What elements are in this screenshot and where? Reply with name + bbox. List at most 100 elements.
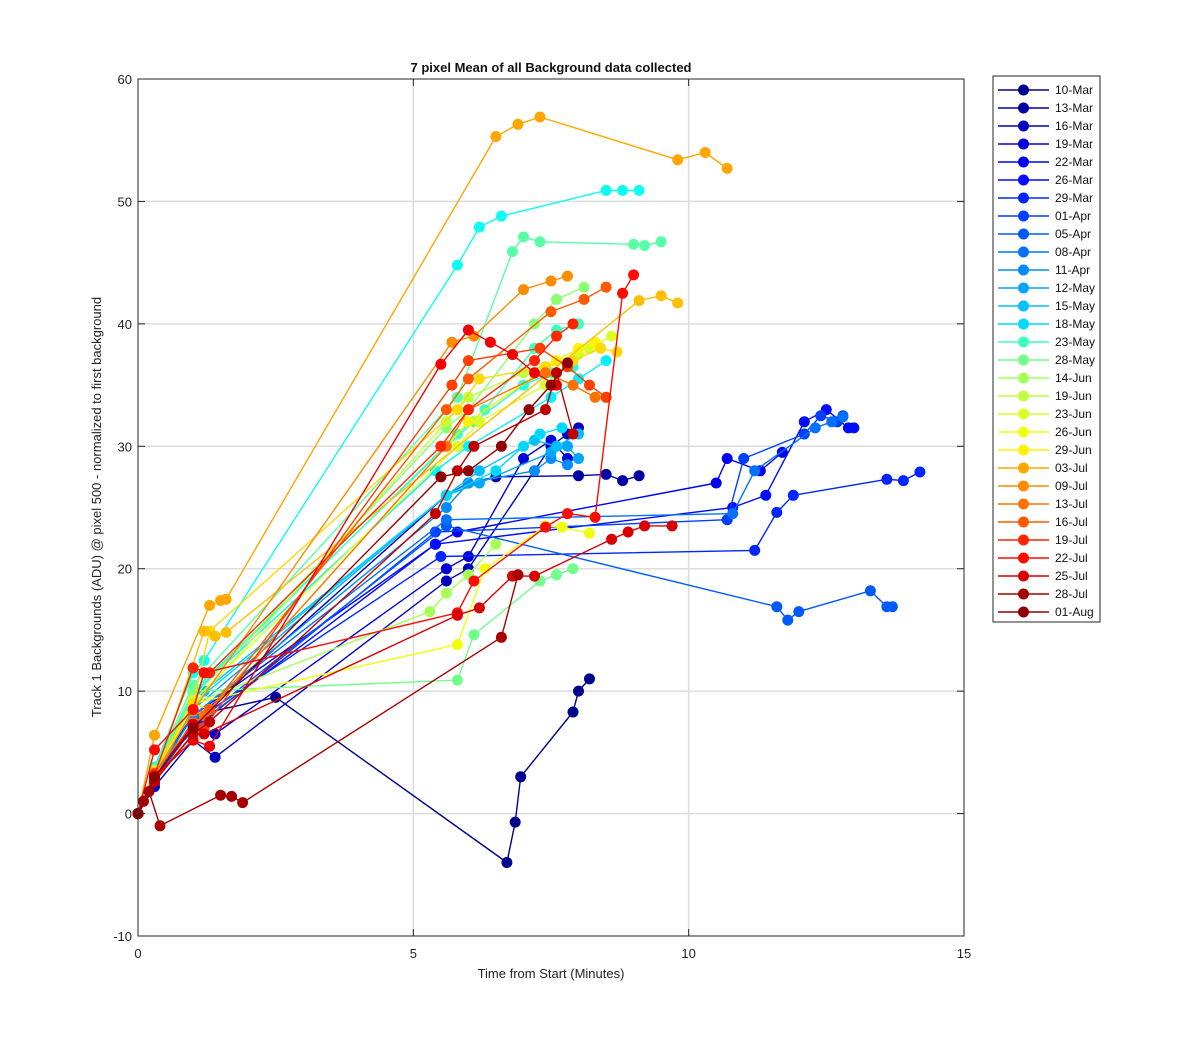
data-point xyxy=(187,704,199,715)
legend-swatch-marker xyxy=(1018,102,1029,114)
series-line xyxy=(137,471,921,814)
data-point xyxy=(501,857,513,868)
data-point xyxy=(551,569,562,581)
data-point xyxy=(600,184,612,196)
legend-label: 05-Apr xyxy=(1055,227,1091,241)
data-point xyxy=(518,231,529,243)
data-point xyxy=(473,416,485,428)
data-point xyxy=(462,416,474,428)
data-point xyxy=(429,538,441,550)
legend-label: 10-Mar xyxy=(1055,83,1093,97)
legend-entry: 19-Mar xyxy=(998,137,1093,151)
data-point xyxy=(198,667,210,679)
data-point xyxy=(584,527,595,539)
data-point xyxy=(515,771,527,783)
legend-entry: 22-Mar xyxy=(998,155,1093,169)
data-point xyxy=(518,284,529,296)
y-tick-label: 40 xyxy=(118,317,132,332)
x-axis-label: Time from Start (Minutes) xyxy=(478,966,625,981)
data-point xyxy=(220,593,232,605)
legend-swatch-marker xyxy=(1018,300,1029,312)
y-tick-label: 60 xyxy=(118,72,132,87)
legend-label: 19-Jun xyxy=(1055,389,1092,403)
y-tick-label: 20 xyxy=(118,562,132,577)
data-point xyxy=(771,506,783,518)
data-point xyxy=(771,601,783,613)
legend-entry: 19-Jul xyxy=(998,533,1088,547)
y-tick-label: 10 xyxy=(118,684,132,699)
data-point xyxy=(633,184,645,196)
y-axis-label: Track 1 Backgrounds (ADU) @ pixel 500 - … xyxy=(89,297,104,717)
legend-entry: 01-Aug xyxy=(998,605,1094,619)
data-point xyxy=(507,246,518,258)
data-point xyxy=(617,184,629,196)
data-point xyxy=(611,346,623,358)
legend-entry: 10-Mar xyxy=(998,83,1093,97)
legend-swatch-marker xyxy=(1018,498,1029,510)
data-point xyxy=(529,465,540,477)
data-point xyxy=(886,601,898,613)
legend-label: 13-Jul xyxy=(1055,497,1088,511)
legend-label: 09-Jul xyxy=(1055,479,1088,493)
legend-swatch-marker xyxy=(1018,264,1029,276)
data-point xyxy=(595,342,607,354)
legend-label: 14-Jun xyxy=(1055,371,1092,385)
data-point xyxy=(204,599,216,611)
legend-label: 18-May xyxy=(1055,317,1095,331)
legend-label: 26-Mar xyxy=(1055,173,1093,187)
legend-entry: 08-Apr xyxy=(998,245,1091,259)
legend-swatch-marker xyxy=(1018,174,1029,186)
legend-swatch-marker xyxy=(1018,570,1029,582)
data-point xyxy=(562,508,573,520)
data-point xyxy=(435,440,447,452)
data-point xyxy=(589,391,601,403)
data-point xyxy=(556,521,568,533)
data-point xyxy=(600,391,612,403)
legend-label: 13-Mar xyxy=(1055,101,1093,115)
legend-swatch-marker xyxy=(1018,480,1029,492)
data-point xyxy=(204,704,216,715)
legend-box xyxy=(992,75,1101,623)
data-point xyxy=(540,367,551,379)
legend-entry: 19-Jun xyxy=(998,389,1092,403)
data-point xyxy=(209,630,221,642)
data-point xyxy=(633,295,645,307)
y-tick-label: 50 xyxy=(118,194,132,209)
legend-swatch-marker xyxy=(1018,444,1029,456)
data-point xyxy=(787,489,799,501)
legend-swatch-marker xyxy=(1018,372,1029,384)
legend-label: 22-Mar xyxy=(1055,155,1093,169)
legend-label: 08-Apr xyxy=(1055,245,1091,259)
data-point xyxy=(446,336,458,348)
legend-label: 01-Aug xyxy=(1055,605,1094,619)
data-point xyxy=(551,293,562,305)
data-point xyxy=(617,287,629,299)
data-point xyxy=(462,391,474,403)
legend-entry: 29-Jun xyxy=(998,443,1092,457)
data-point xyxy=(567,428,579,440)
legend-entry: 12-May xyxy=(998,281,1095,295)
y-tick-label: -10 xyxy=(113,929,132,944)
data-point xyxy=(237,797,249,809)
legend-swatch-marker xyxy=(1018,390,1029,402)
data-point xyxy=(149,771,160,783)
data-point xyxy=(617,475,629,487)
legend-entry: 26-Jun xyxy=(998,425,1092,439)
data-point xyxy=(534,111,546,123)
data-point xyxy=(495,631,507,643)
data-point xyxy=(451,639,463,651)
data-point xyxy=(429,508,441,520)
data-point xyxy=(446,379,458,391)
legend-swatch-marker xyxy=(1018,120,1029,132)
data-point xyxy=(622,526,634,538)
legend-entry: 28-May xyxy=(998,353,1095,367)
legend-label: 11-Apr xyxy=(1055,263,1090,277)
data-point xyxy=(760,489,772,501)
data-point xyxy=(562,440,573,452)
data-point xyxy=(881,473,893,485)
legend-swatch-marker xyxy=(1018,408,1029,420)
legend-label: 25-Jul xyxy=(1055,569,1088,583)
data-point xyxy=(440,502,452,513)
series xyxy=(132,367,579,820)
legend-swatch-marker xyxy=(1018,606,1029,618)
